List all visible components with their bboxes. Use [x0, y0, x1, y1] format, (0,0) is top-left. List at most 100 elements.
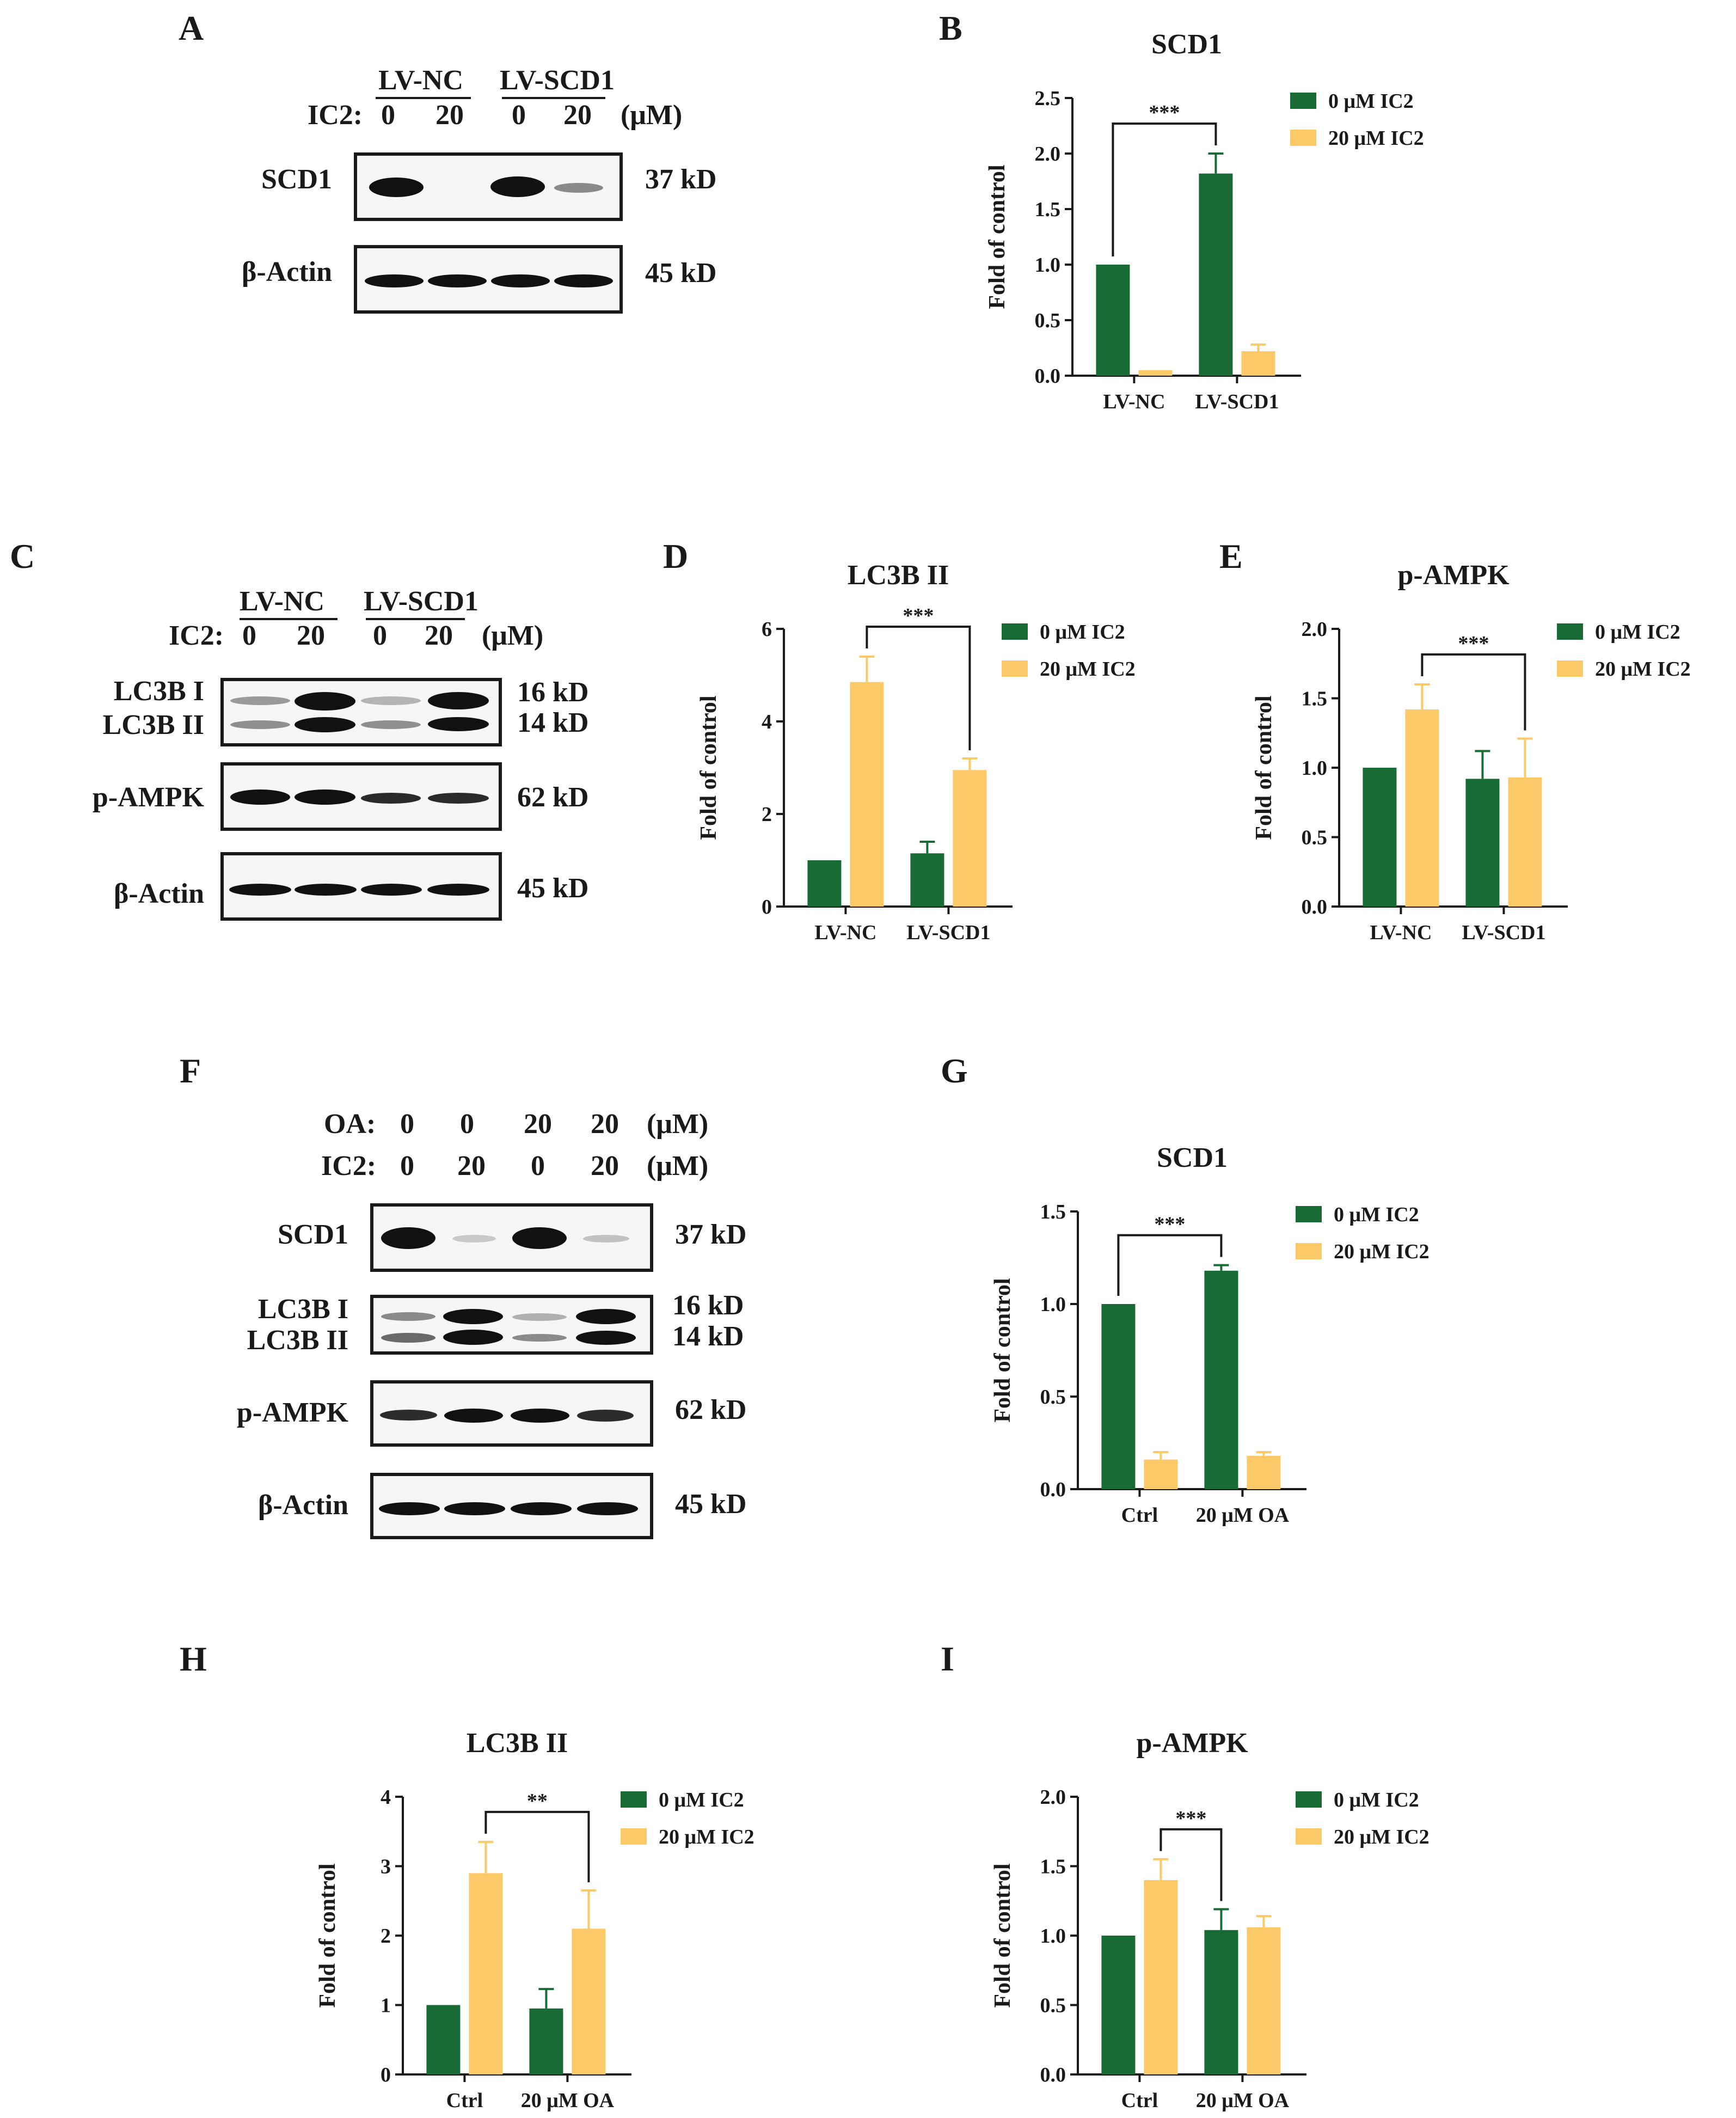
lane-dose: 20: [591, 1109, 619, 1140]
bar-0um-ic2: [529, 2008, 563, 2074]
legend-label: 20 μM IC2: [659, 1826, 754, 1848]
blot-strip-actin: [354, 245, 623, 314]
y-tick-label: 1.0: [1035, 254, 1061, 277]
band: [295, 789, 355, 805]
y-tick-label: 3: [381, 1856, 391, 1878]
legend-label: 20 μM IC2: [1334, 1240, 1430, 1263]
x-tick-label: LV-NC: [1370, 921, 1432, 944]
y-tick-label: 0.5: [1040, 1994, 1066, 2017]
legend-swatch: [1557, 660, 1583, 677]
blot-strip-lc3b: [220, 678, 502, 746]
blot-strip-actin: [220, 852, 502, 921]
blot-strip-p-ampk: [370, 1380, 653, 1447]
bar-0um-ic2: [426, 2005, 461, 2074]
y-tick-label: 2.0: [1302, 618, 1328, 641]
legend-swatch: [621, 1791, 647, 1808]
y-tick-label: 2.0: [1040, 1786, 1066, 1809]
oa-dose-label: OA:: [324, 1109, 376, 1140]
panel-label-g: G: [941, 1051, 968, 1090]
y-tick-label: 0.5: [1035, 309, 1061, 332]
x-tick-label: 20 μM OA: [1196, 2089, 1290, 2112]
y-tick-label: 0: [381, 2064, 391, 2086]
legend-swatch: [621, 1828, 647, 1845]
protein-label-p-ampk: p-AMPK: [92, 782, 204, 813]
x-tick-label: LV-NC: [814, 921, 876, 944]
group-underline: [376, 97, 471, 99]
x-tick-label: Ctrl: [446, 2089, 483, 2112]
significance-stars: ***: [1154, 1213, 1185, 1236]
x-tick-label: Ctrl: [1121, 2089, 1158, 2112]
band: [511, 1409, 569, 1423]
panel-label-a: A: [179, 9, 204, 47]
chart-title: SCD1: [1157, 1142, 1228, 1173]
band: [428, 793, 489, 804]
y-tick-label: 4: [381, 1786, 391, 1809]
protein-label-lc3b-i: LC3B I: [257, 1294, 348, 1325]
band: [361, 720, 421, 729]
band: [381, 1312, 435, 1321]
lane-dose: 20: [297, 620, 325, 651]
significance-bracket: [1112, 123, 1217, 256]
legend-swatch: [1002, 623, 1028, 640]
bar-chart-i-p-ampk: p-AMPK Fold of control 0.0 0.5 1.0 1.5 2.0 Ctrl…: [990, 1728, 1430, 2112]
band: [379, 1502, 440, 1515]
x-tick-label: 20 μM OA: [521, 2089, 615, 2112]
protein-label-actin: β-Actin: [257, 1490, 348, 1521]
legend-swatch: [1296, 1243, 1322, 1259]
band: [444, 1502, 505, 1515]
band: [452, 1235, 496, 1242]
size-label-45kd: 45 kD: [645, 258, 717, 289]
protein-label-scd1: SCD1: [261, 164, 332, 195]
chart-title: LC3B II: [848, 560, 949, 591]
legend-label: 0 μM IC2: [1334, 1203, 1419, 1226]
chart-title: LC3B II: [467, 1728, 568, 1759]
band: [295, 884, 357, 896]
band: [381, 1227, 435, 1249]
band: [490, 176, 545, 197]
group-label-lv-scd1: LV-SCD1: [500, 65, 615, 96]
lane-dose: 20: [591, 1150, 619, 1182]
lane-dose: 0: [460, 1109, 474, 1140]
bar-0um-ic2: [1204, 1270, 1238, 1489]
size-label-62kd: 62 kD: [675, 1394, 747, 1425]
y-axis-label: Fold of control: [990, 1863, 1015, 2007]
bar-0um-ic2: [1204, 1930, 1238, 2074]
lane-dose: 20: [563, 100, 592, 131]
lane-dose: 0: [400, 1150, 414, 1182]
legend-label: 0 μM IC2: [1334, 1789, 1419, 1811]
band: [512, 1227, 567, 1249]
panel-label-b: B: [939, 9, 962, 47]
band: [381, 1333, 435, 1343]
bar-0um-ic2: [1101, 1304, 1136, 1489]
bar-0um-ic2: [1096, 265, 1130, 376]
group-label-lv-nc: LV-NC: [240, 586, 325, 617]
band: [491, 274, 550, 287]
group-underline: [366, 618, 465, 620]
lane-dose: 0: [242, 620, 256, 651]
y-tick-label: 0.5: [1302, 827, 1328, 849]
bar-20um-ic2: [572, 1929, 606, 2074]
significance-stars: ***: [1175, 1807, 1206, 1830]
x-tick-label: LV-SCD1: [1462, 921, 1545, 944]
band: [428, 717, 489, 731]
bar-chart-g-scd1: SCD1 Fold of control 0.0 0.5 1.0 1.5 Ctrl 20 μM…: [990, 1142, 1430, 1527]
blot-strip-scd1: [370, 1203, 653, 1272]
y-tick-label: 1.5: [1040, 1201, 1066, 1223]
lane-dose: 0: [381, 100, 395, 131]
y-axis-label: Fold of control: [1252, 695, 1277, 840]
band: [554, 274, 613, 287]
x-tick-label: Ctrl: [1121, 1504, 1158, 1527]
y-tick-label: 2: [381, 1925, 391, 1948]
significance-bracket: [866, 626, 971, 750]
unit-label: (μM): [647, 1150, 709, 1182]
y-tick-label: 0.0: [1040, 1478, 1066, 1501]
x-tick-label: 20 μM OA: [1196, 1504, 1290, 1527]
band: [443, 1309, 503, 1324]
legend-swatch: [1296, 1206, 1322, 1222]
band: [428, 274, 487, 287]
x-tick-label: LV-NC: [1103, 390, 1165, 413]
band: [295, 717, 355, 732]
y-tick-label: 2.0: [1035, 143, 1061, 166]
chart-title: p-AMPK: [1397, 560, 1510, 591]
protein-label-lc3b-ii: LC3B II: [102, 709, 204, 740]
